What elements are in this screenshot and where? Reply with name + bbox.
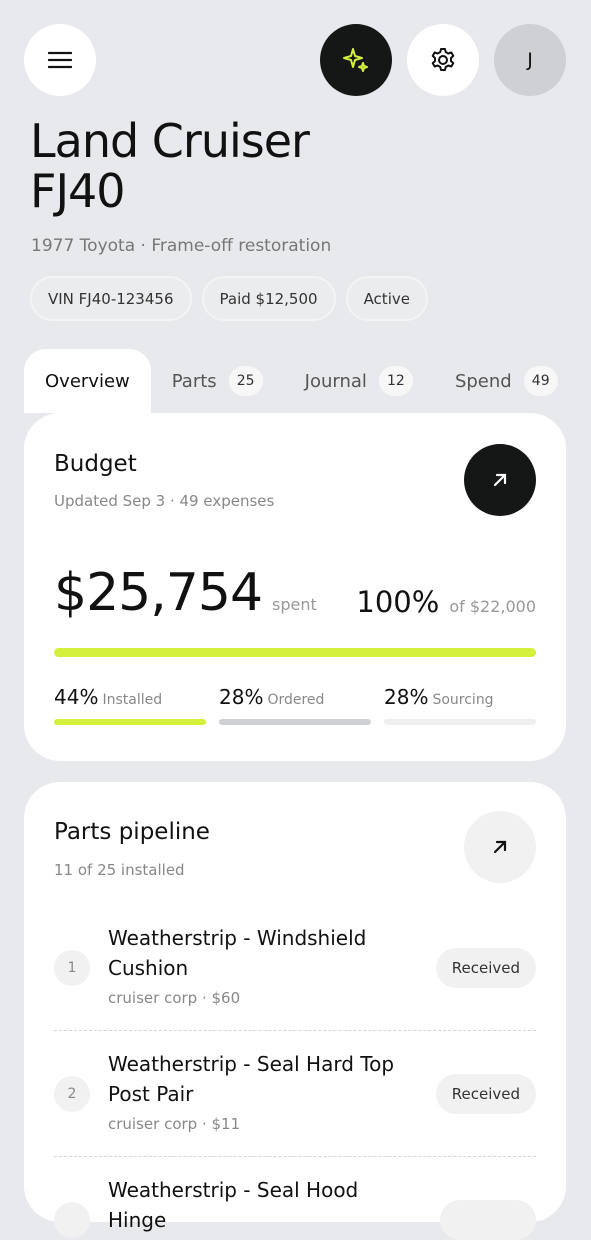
title-line: FJ40 <box>30 164 126 218</box>
item-number <box>54 1202 90 1238</box>
progress-fill <box>54 648 536 657</box>
breakdown-label-row: 28% Ordered <box>219 685 371 709</box>
open-pipeline-button[interactable] <box>464 811 536 883</box>
percent-row: 100% of $22,000 <box>356 585 536 619</box>
tab-count: 25 <box>228 366 263 396</box>
item-separator <box>54 1030 536 1031</box>
tab[interactable]: Spend 49 <box>434 349 566 413</box>
breakdown-item: 28% Sourcing <box>384 685 536 725</box>
breakdown-percent: 44% <box>54 685 99 709</box>
item-number: 1 <box>54 950 90 986</box>
tab-bar: Overview Parts 25 Journal 12 Spend 49 <box>24 349 566 413</box>
progress-percent: 100% <box>356 585 440 619</box>
item-name: Weatherstrip - Seal Hood Hinge <box>108 1178 359 1232</box>
breakdown-label: Sourcing <box>432 692 494 708</box>
vehicle-subtitle: 1977 Toyota · Frame-off restoration <box>31 236 332 256</box>
tab-count: 12 <box>378 366 413 396</box>
app-screen: {"header": {"avatar_initial": "J"}, "veh… <box>24 24 566 1232</box>
tab-label: Spend <box>454 370 512 392</box>
breakdown-bar <box>384 719 536 725</box>
breakdown-label-row: 28% Sourcing <box>384 685 536 709</box>
tab-count: 49 <box>523 366 558 396</box>
card-title: Parts pipeline <box>54 819 210 845</box>
title-line: Land Cruiser <box>30 114 310 168</box>
avatar-button[interactable]: J <box>494 24 566 96</box>
breakdown-bar <box>219 719 371 725</box>
tab[interactable]: Parts 25 <box>151 349 284 413</box>
chip-row: VIN FJ40-123456 Paid $12,500 Active <box>30 276 428 321</box>
item-status: Received <box>435 948 536 988</box>
pipeline-card: Parts pipeline 11 of 25 installed 1 Weath… <box>24 782 566 1240</box>
progress-track <box>54 648 536 657</box>
tab-label: Parts <box>171 370 217 392</box>
item-name: Weatherstrip - Seal Hard Top Post Pair <box>108 1052 395 1106</box>
breakdown-percent: 28% <box>384 685 429 709</box>
spent-amount: $25,754 <box>54 563 263 623</box>
item-name: Weatherstrip - Windshield Cushion <box>108 926 367 980</box>
item-meta: cruiser corp · $11 <box>108 1115 241 1133</box>
menu-button[interactable] <box>24 24 96 96</box>
avatar-initial: J <box>527 49 533 71</box>
breakdown-bar <box>54 719 206 725</box>
card-subtitle: 11 of 25 installed <box>54 861 185 879</box>
item-separator <box>54 1156 536 1157</box>
card-subtitle: Updated Sep 3 · 49 expenses <box>54 492 275 510</box>
ai-button[interactable] <box>320 24 392 96</box>
breakdown-label: Ordered <box>267 692 325 708</box>
settings-button[interactable] <box>407 24 479 96</box>
item-number: 2 <box>54 1076 90 1112</box>
vehicle-title: Land Cruiser FJ40 <box>30 114 310 218</box>
info-chip: Active <box>345 276 428 321</box>
info-chip: Paid $12,500 <box>201 276 336 321</box>
arrow-icon <box>493 473 507 487</box>
tab[interactable]: Journal 12 <box>284 349 434 413</box>
tab-label: Overview <box>45 370 130 392</box>
arrow-icon <box>493 840 507 854</box>
item-status: Received <box>435 1074 536 1114</box>
tab-label: Journal <box>304 370 367 392</box>
breakdown-percent: 28% <box>219 685 264 709</box>
sparkle-icon <box>343 48 368 72</box>
budget-card: Budget Updated Sep 3 · 49 expenses $25,7… <box>24 413 566 761</box>
item-status <box>440 1200 536 1240</box>
breakdown-label: Installed <box>102 692 163 708</box>
breakdown-item: 28% Ordered <box>219 685 371 725</box>
card-title: Budget <box>54 451 137 477</box>
info-chip: VIN FJ40-123456 <box>30 276 192 321</box>
item-meta: cruiser corp · $60 <box>108 989 241 1007</box>
menu-icon <box>48 51 72 69</box>
spent-row: $25,754 spent <box>54 563 317 623</box>
breakdown-item: 44% Installed <box>54 685 206 725</box>
breakdown-label-row: 44% Installed <box>54 685 206 709</box>
gear-icon <box>431 48 455 71</box>
of-total: of $22,000 <box>449 597 536 616</box>
tab[interactable]: Overview <box>24 349 151 413</box>
open-budget-button[interactable] <box>464 444 536 516</box>
spent-label: spent <box>272 595 317 614</box>
